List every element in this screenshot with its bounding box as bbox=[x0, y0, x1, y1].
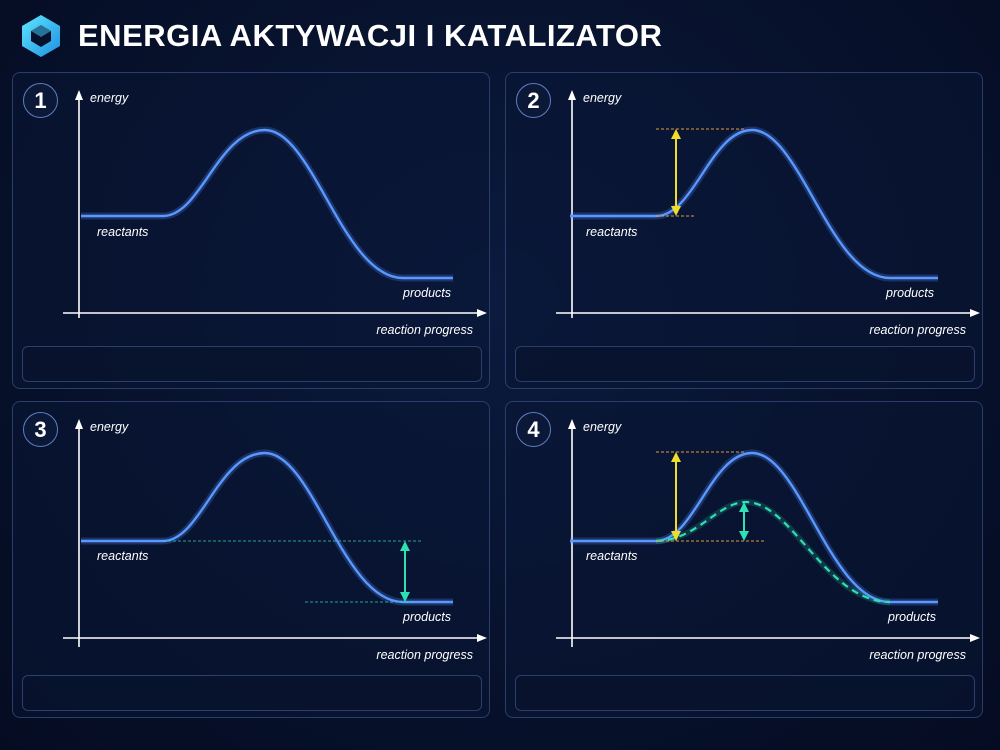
y-axis-label: energy bbox=[90, 420, 129, 434]
catalyst-curve-line bbox=[655, 500, 891, 604]
catalyzed-activation-arrow bbox=[739, 502, 749, 541]
panel-number-badge: 1 bbox=[23, 83, 58, 118]
activation-energy-arrow bbox=[656, 451, 764, 542]
caption-box bbox=[22, 675, 482, 711]
reaction-curve-line bbox=[570, 128, 938, 280]
x-axis-label: reaction progress bbox=[376, 648, 473, 662]
reactants-label: reactants bbox=[586, 225, 637, 239]
panel-number-badge: 3 bbox=[23, 412, 58, 447]
products-label: products bbox=[402, 610, 451, 624]
products-label: products bbox=[885, 286, 934, 300]
activation-energy-arrow bbox=[656, 128, 744, 217]
panel-1: 1 energy reaction progress reactants pro… bbox=[12, 72, 490, 389]
reactants-label: reactants bbox=[586, 549, 637, 563]
y-axis-label: energy bbox=[583, 91, 622, 105]
reaction-curve-line bbox=[81, 451, 453, 604]
axes bbox=[63, 419, 487, 647]
energy-diagram: energy reaction progress reactants produ… bbox=[63, 90, 487, 337]
axes bbox=[63, 90, 487, 318]
reaction-curve bbox=[570, 126, 938, 282]
reaction-curve bbox=[81, 126, 453, 282]
y-axis-label: energy bbox=[583, 420, 622, 434]
caption-box bbox=[515, 675, 975, 711]
products-label: products bbox=[887, 610, 936, 624]
x-axis-label: reaction progress bbox=[376, 323, 473, 337]
energy-diagram: energy reaction progress reactants produ… bbox=[63, 419, 487, 662]
reactants-label: reactants bbox=[97, 549, 148, 563]
reaction-curve bbox=[81, 449, 453, 606]
products-label: products bbox=[402, 286, 451, 300]
reaction-curve-line bbox=[81, 128, 453, 280]
axes bbox=[556, 90, 980, 318]
panel-number-badge: 4 bbox=[516, 412, 551, 447]
caption-box bbox=[22, 346, 482, 382]
x-axis-label: reaction progress bbox=[869, 323, 966, 337]
axes bbox=[556, 419, 980, 647]
reaction-curve bbox=[570, 449, 938, 606]
page-title: ENERGIA AKTYWACJI I KATALIZATOR bbox=[78, 18, 663, 53]
hexagon-cube-icon bbox=[22, 15, 60, 57]
panel-2: 2 energy reaction progress reactants pro… bbox=[505, 72, 983, 389]
energy-diagram: energy reaction progress reactants produ… bbox=[556, 419, 980, 662]
reaction-energy-arrow bbox=[163, 540, 423, 603]
reaction-curve-line bbox=[570, 451, 938, 604]
y-axis-label: energy bbox=[90, 91, 129, 105]
reactants-label: reactants bbox=[97, 225, 148, 239]
header: ENERGIA AKTYWACJI I KATALIZATOR bbox=[18, 8, 662, 64]
caption-box bbox=[515, 346, 975, 382]
panel-number-badge: 2 bbox=[516, 83, 551, 118]
x-axis-label: reaction progress bbox=[869, 648, 966, 662]
panel-3: 3 energy reaction progress reactants pro… bbox=[12, 401, 490, 718]
panel-4: 4 energy reaction progress reactants pro… bbox=[505, 401, 983, 718]
energy-diagram: energy reaction progress reactants produ… bbox=[556, 90, 980, 337]
